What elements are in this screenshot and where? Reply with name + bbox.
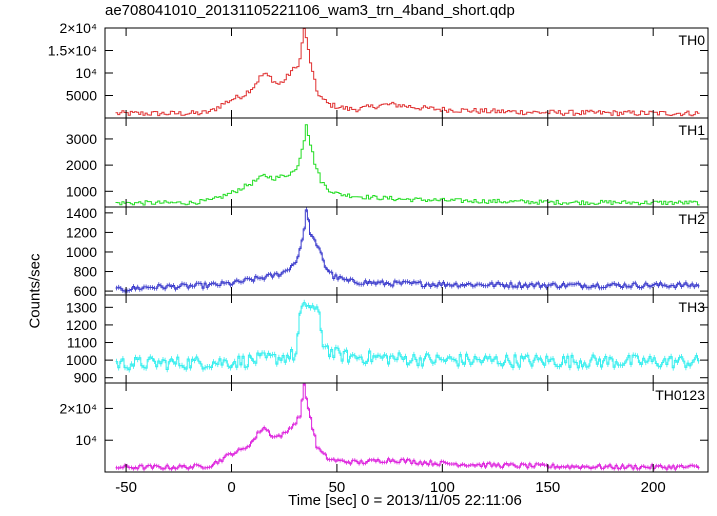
panel-frame xyxy=(104,27,709,119)
y-tick-label: 5000 xyxy=(66,88,97,104)
series-label-th3: TH3 xyxy=(679,299,706,315)
x-tick-label: 100 xyxy=(430,479,455,496)
panel-frame xyxy=(104,117,709,208)
series-label-th0123: TH0123 xyxy=(655,387,705,403)
x-axis-label: Time [sec] 0 = 2013/11/05 22:11:06 xyxy=(288,492,522,509)
x-tick-label: -50 xyxy=(115,479,137,496)
y-tick-label: 1300 xyxy=(66,299,97,315)
y-tick-label: 1400 xyxy=(66,205,97,221)
x-tick-label: 150 xyxy=(535,479,560,496)
x-tick-label: 0 xyxy=(227,479,235,496)
y-tick-label: 2×10⁴ xyxy=(59,400,97,416)
y-tick-label: 2000 xyxy=(66,157,97,173)
series-line-th1 xyxy=(115,124,700,206)
chart-title: ae708041010_20131105221106_wam3_trn_4ban… xyxy=(105,2,515,19)
panel-th0: 5000 10⁴ 1.5×10⁴ 2×10⁴ TH0 xyxy=(48,20,709,119)
y-tick-label: 1000 xyxy=(66,352,97,368)
y-tick-label: 600 xyxy=(74,283,98,299)
x-tick-label: 50 xyxy=(329,479,346,496)
y-tick-label: 800 xyxy=(74,264,98,280)
series-line-th0 xyxy=(115,28,700,117)
panel-th2: 600 800 1000 1200 1400 TH2 xyxy=(66,205,709,299)
y-tick-label: 3000 xyxy=(66,131,97,147)
y-tick-label: 2×10⁴ xyxy=(59,20,97,36)
series-label-th1: TH1 xyxy=(679,122,706,138)
series-errorbars-th2 xyxy=(116,207,699,294)
series-label-th2: TH2 xyxy=(679,211,706,227)
y-tick-label: 1.5×10⁴ xyxy=(48,43,97,59)
panel-frame xyxy=(104,294,709,384)
x-tick-label: 200 xyxy=(641,479,666,496)
panel-frame xyxy=(104,382,709,473)
y-tick-label: 1100 xyxy=(67,335,97,351)
y-tick-label: 1200 xyxy=(66,224,97,240)
y-tick-label: 10⁴ xyxy=(75,65,97,81)
series-line-th3 xyxy=(115,302,700,371)
y-tick-label: 1000 xyxy=(66,244,97,260)
panel-th1: 1000 2000 3000 TH1 xyxy=(66,117,709,208)
series-errorbars-th3 xyxy=(116,299,699,373)
y-tick-label: 10⁴ xyxy=(75,432,97,448)
series-line-th0123 xyxy=(115,383,700,470)
y-tick-label: 1000 xyxy=(66,183,97,199)
y-tick-label: 1200 xyxy=(66,317,97,333)
series-line-th2 xyxy=(115,209,700,292)
y-tick-label: 900 xyxy=(74,370,98,386)
series-label-th0: TH0 xyxy=(679,32,706,48)
panel-th0123: 10⁴ 2×10⁴ TH0123 xyxy=(59,382,709,473)
series-errorbars-th0123 xyxy=(116,383,699,472)
